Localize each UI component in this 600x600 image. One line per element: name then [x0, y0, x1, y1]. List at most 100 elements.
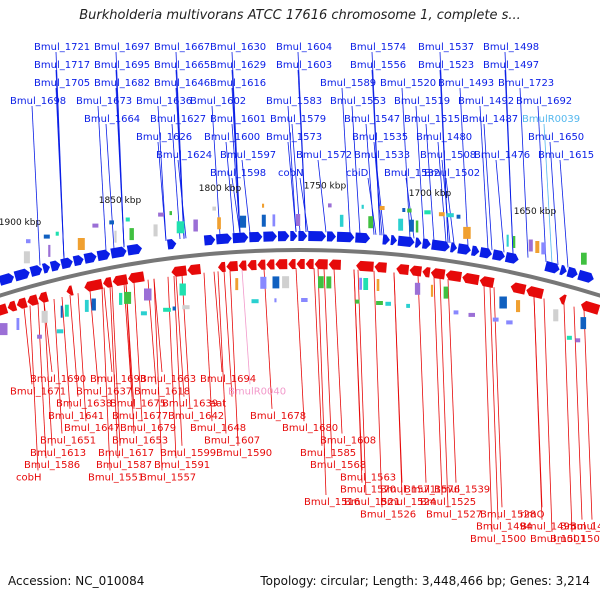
minus-strand-gene[interactable]: [445, 270, 463, 283]
plus-strand-gene[interactable]: [249, 231, 263, 243]
feature-label[interactable]: Bmul_1537: [418, 42, 474, 53]
feature-label[interactable]: Bmul_1563: [340, 472, 396, 483]
feature-label[interactable]: cbiD: [346, 168, 369, 179]
feature-label[interactable]: BmulR0040: [228, 386, 286, 397]
plus-strand-gene[interactable]: [544, 261, 560, 274]
feature-label[interactable]: Bmul_1515: [404, 114, 460, 125]
plus-strand-gene[interactable]: [492, 249, 506, 261]
minus-strand-gene[interactable]: [580, 300, 600, 315]
feature-label[interactable]: Bmul_1523: [418, 60, 474, 71]
feature-label[interactable]: Bmul_1495: [520, 522, 576, 533]
plus-strand-gene[interactable]: [0, 272, 15, 286]
plus-strand-gene[interactable]: [577, 269, 595, 284]
plus-strand-gene[interactable]: [431, 239, 450, 252]
feature-label[interactable]: Bmul_1571: [380, 485, 436, 496]
feature-label[interactable]: Bmul_1618: [134, 386, 190, 397]
feature-label[interactable]: Bmul_1608: [320, 436, 376, 447]
feature-label[interactable]: Bmul_1638: [56, 399, 112, 410]
minus-strand-gene[interactable]: [275, 259, 288, 270]
feature-label[interactable]: Bmul_1502: [424, 168, 480, 179]
feature-label[interactable]: Bmul_1648: [190, 423, 246, 434]
plus-strand-gene[interactable]: [421, 238, 431, 249]
feature-label[interactable]: Bmul_1653: [112, 436, 168, 447]
feature-labels[interactable]: Bmul_1721 Bmul_1697 Bmul_1667 Bmul_1630 Bmul…: [10, 42, 600, 545]
feature-label[interactable]: Bmul_1572: [296, 150, 352, 161]
feature-label[interactable]: Bmul_1667: [154, 42, 210, 53]
feature-label[interactable]: Bmul_1599: [160, 448, 216, 459]
plus-strand-gene[interactable]: [166, 239, 177, 250]
feature-label[interactable]: Bmul_1553: [330, 96, 386, 107]
feature-label[interactable]: Bmul_1604: [276, 42, 332, 53]
feature-label[interactable]: Bmul_1480: [416, 132, 472, 143]
feature-label[interactable]: Bmul_1602: [190, 96, 246, 107]
feature-label[interactable]: Bmul_1568: [310, 460, 366, 471]
feature-label[interactable]: Bmul_1615: [538, 150, 594, 161]
feature-label[interactable]: Bmul_1664: [84, 114, 140, 125]
feature-label[interactable]: Bmul_1532: [384, 168, 440, 179]
feature-label[interactable]: Bmul_1692: [516, 96, 572, 107]
feature-label[interactable]: Bmul_1503: [550, 534, 600, 545]
plus-strand-gene[interactable]: [29, 264, 44, 277]
minus-strand-gene[interactable]: [257, 259, 266, 270]
feature-label[interactable]: Bmul_1526: [360, 509, 416, 520]
feature-label[interactable]: Bmul_1617: [98, 448, 154, 459]
plus-strand-gene[interactable]: [504, 252, 520, 264]
feature-label[interactable]: Bmul_1476: [474, 150, 530, 161]
plus-strand-gene[interactable]: [298, 231, 308, 242]
feature-label[interactable]: Bmul_1497: [483, 60, 539, 71]
feature-label[interactable]: Bmul_1598: [210, 168, 266, 179]
feature-label[interactable]: Bmul_1647: [64, 423, 120, 434]
feature-label[interactable]: Bmul_1624: [156, 150, 212, 161]
feature-label[interactable]: Bmul_1642: [168, 411, 224, 422]
minus-strand-gene[interactable]: [6, 300, 18, 313]
feature-label[interactable]: Bmul_1705: [34, 78, 90, 89]
feature-label[interactable]: Bmul_1487: [462, 114, 518, 125]
feature-label[interactable]: Bmul_1528: [480, 509, 536, 520]
feature-label[interactable]: Bmul_1579: [270, 114, 326, 125]
minus-strand-gene[interactable]: [171, 265, 187, 278]
plus-strand-gene[interactable]: [72, 254, 85, 267]
feature-label[interactable]: Bmul_1678: [250, 411, 306, 422]
feature-label[interactable]: Bmul_1651: [40, 436, 96, 447]
plus-strand-gene[interactable]: [96, 249, 112, 262]
feature-label[interactable]: Bmul_1671: [10, 386, 66, 397]
plus-strand-gene[interactable]: [232, 232, 249, 244]
minus-strand-gene[interactable]: [218, 261, 226, 273]
minus-strand-gene[interactable]: [266, 259, 275, 270]
feature-label[interactable]: Bmul_1500: [470, 534, 526, 545]
feature-label[interactable]: Bmul_1641: [48, 411, 104, 422]
feature-label[interactable]: Bmul_1539: [434, 485, 490, 496]
feature-label[interactable]: Bmul_1556: [350, 60, 406, 71]
plus-strand-gene[interactable]: [566, 266, 579, 279]
minus-strand-gene[interactable]: [396, 264, 410, 275]
feature-label[interactable]: Bmul_1695: [94, 60, 150, 71]
minus-strand-gene[interactable]: [510, 282, 527, 295]
minus-strand-gene[interactable]: [37, 291, 49, 304]
feature-label[interactable]: Bmul_1586: [24, 460, 80, 471]
feature-label[interactable]: Bmul_1498: [483, 42, 539, 53]
feature-label[interactable]: Bmul_1690: [30, 374, 86, 385]
plus-strand-gene[interactable]: [479, 247, 493, 259]
feature-label[interactable]: Bmul_1587: [96, 460, 152, 471]
feature-label[interactable]: Bmul_1589: [320, 78, 376, 89]
minus-strand-gene[interactable]: [15, 297, 28, 310]
feature-label[interactable]: Bmul_1630: [210, 42, 266, 53]
plus-strand-gene[interactable]: [457, 243, 471, 255]
feature-label[interactable]: Bmul_1646: [154, 78, 210, 89]
plus-strand-gene[interactable]: [126, 243, 143, 256]
feature-label[interactable]: cobN: [278, 168, 303, 179]
feature-label[interactable]: Bmul_1591: [154, 460, 210, 471]
feature-label[interactable]: Bmul_1597: [220, 150, 276, 161]
feature-label[interactable]: Bmul_1723: [498, 78, 554, 89]
feature-label[interactable]: Bmul_1680: [282, 423, 338, 434]
feature-label[interactable]: Bmul_1677: [112, 411, 168, 422]
feature-label[interactable]: Bmul_1508: [420, 150, 476, 161]
feature-label[interactable]: Bmul_1627: [150, 114, 206, 125]
feature-label[interactable]: Bmul_1590: [216, 448, 272, 459]
minus-strand-gene[interactable]: [247, 259, 257, 271]
plus-strand-gene[interactable]: [49, 260, 62, 272]
plus-strand-gene[interactable]: [263, 231, 277, 242]
plus-strand-gene[interactable]: [110, 246, 127, 259]
feature-label[interactable]: Bmul_1525: [420, 497, 476, 508]
feature-label[interactable]: Bmul_1533: [354, 150, 410, 161]
